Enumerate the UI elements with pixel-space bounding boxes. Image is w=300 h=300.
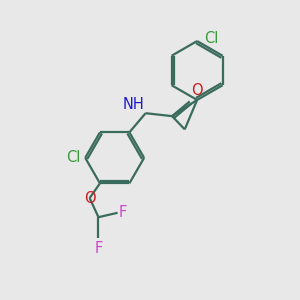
Text: Cl: Cl bbox=[66, 150, 81, 165]
Text: O: O bbox=[191, 83, 203, 98]
Text: F: F bbox=[119, 205, 127, 220]
Text: Cl: Cl bbox=[205, 31, 219, 46]
Text: O: O bbox=[84, 190, 95, 206]
Text: NH: NH bbox=[122, 97, 144, 112]
Text: F: F bbox=[94, 241, 103, 256]
